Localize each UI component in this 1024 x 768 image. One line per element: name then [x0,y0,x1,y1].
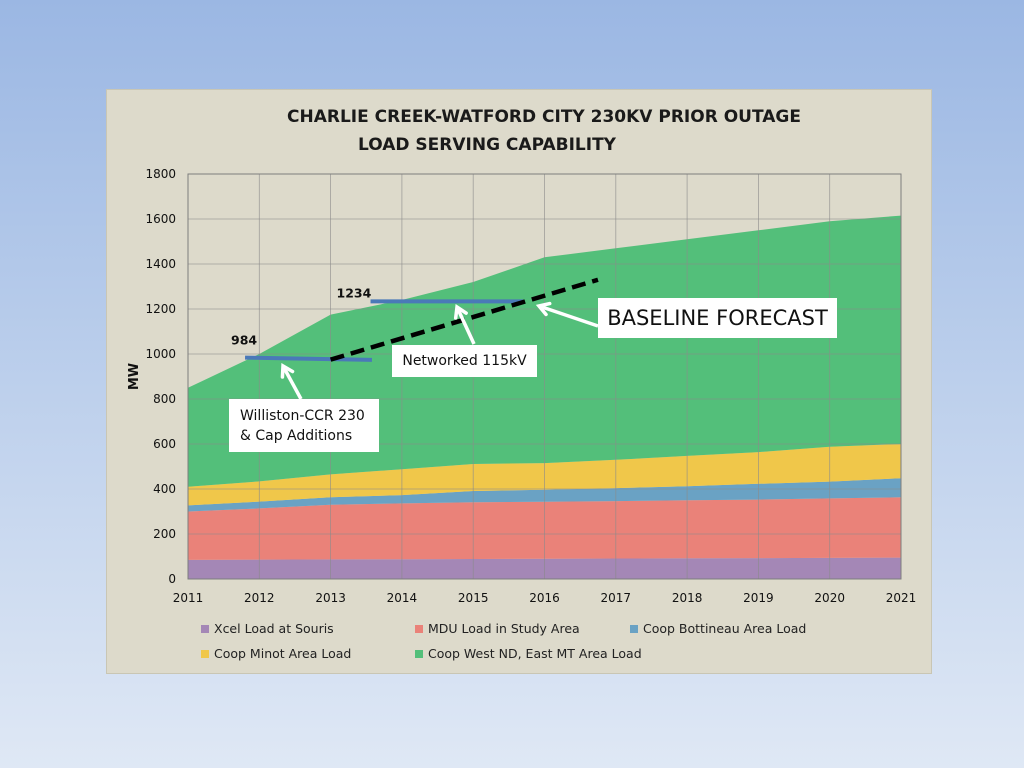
legend-item-minot: Coop Minot Area Load [201,646,351,661]
y-tick-label: 1800 [145,167,176,181]
legend-swatch [201,624,209,633]
chart-title: CHARLIE CREEK-WATFORD CITY 230KV PRIOR O… [287,107,801,127]
legend-swatch [415,649,423,658]
networked-arrow [455,306,476,345]
baseline-arrow [538,304,599,328]
x-tick-label: 2019 [743,591,774,605]
y-axis-label: MW [127,363,142,390]
legend-item-mdu: MDU Load in Study Area [415,621,580,636]
y-tick-label: 1600 [145,212,176,226]
y-tick-label: 200 [153,527,176,541]
legend-label: MDU Load in Study Area [428,621,580,636]
legend-swatch [630,624,638,633]
legend-item-west-nd: Coop West ND, East MT Area Load [415,646,642,661]
y-tick-label: 1000 [145,347,176,361]
x-tick-label: 2015 [458,591,489,605]
x-tick-label: 2014 [387,591,418,605]
legend-swatch [415,624,423,633]
y-tick-label: 1400 [145,257,176,271]
x-tick-label: 2017 [601,591,632,605]
networked-115kv-callout: Networked 115kV [392,345,537,377]
legend-label: Coop Minot Area Load [214,646,352,661]
chart-subtitle: LOAD SERVING CAPABILITY [358,135,616,155]
williston-arrow [281,365,303,400]
y-tick-label: 1200 [145,302,176,316]
williston-callout-line1: Williston-CCR 230 [240,408,365,424]
x-tick-label: 2012 [244,591,275,605]
area-chart: 0 200 400 600 800 1000 1200 1400 1600 1800 2011 201… [127,167,917,605]
y-tick-label: 0 [168,572,176,586]
x-tick-label: 2021 [886,591,917,605]
x-tick-label: 2016 [529,591,560,605]
baseline-arrow-head [535,301,552,317]
x-tick-label: 2011 [173,591,204,605]
y-tick-label: 800 [153,392,176,406]
plot-border [187,173,902,580]
legend-swatch [201,649,209,658]
x-tick-label: 2018 [672,591,703,605]
level-label-984: 984 [231,333,257,348]
williston-callout: Williston-CCR 230 & Cap Additions [229,399,379,452]
williston-callout-line2: & Cap Additions [240,428,353,444]
legend-label: Coop West ND, East MT Area Load [428,646,642,661]
networked-arrow-head [453,303,468,320]
y-tick-label: 600 [153,437,176,451]
legend-label: Coop Bottineau Area Load [643,621,807,636]
legend-item-xcel: Xcel Load at Souris [201,621,334,636]
x-tick-label: 2020 [814,591,845,605]
capability-line-984 [245,355,372,362]
legend-item-bottineau: Coop Bottineau Area Load [630,621,806,636]
y-tick-label: 400 [153,482,176,496]
x-tick-label: 2013 [315,591,346,605]
chart-panel: CHARLIE CREEK-WATFORD CITY 230KV PRIOR O… [106,89,932,674]
baseline-forecast-callout: BASELINE FORECAST [598,298,837,338]
level-label-1234: 1234 [337,285,372,300]
legend-label: Xcel Load at Souris [214,621,334,636]
williston-arrow-head [280,363,295,379]
